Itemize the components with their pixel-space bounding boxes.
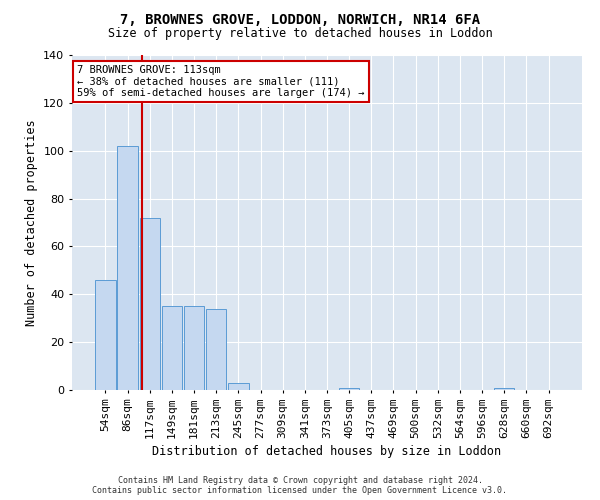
Bar	[161, 306, 182, 390]
Bar	[206, 308, 226, 390]
Text: 7, BROWNES GROVE, LODDON, NORWICH, NR14 6FA: 7, BROWNES GROVE, LODDON, NORWICH, NR14 …	[120, 12, 480, 26]
Text: Size of property relative to detached houses in Loddon: Size of property relative to detached ho…	[107, 28, 493, 40]
Bar	[494, 388, 514, 390]
Bar	[228, 383, 248, 390]
Text: Contains HM Land Registry data © Crown copyright and database right 2024.
Contai: Contains HM Land Registry data © Crown c…	[92, 476, 508, 495]
Bar	[118, 146, 138, 390]
Y-axis label: Number of detached properties: Number of detached properties	[25, 119, 38, 326]
Bar	[184, 306, 204, 390]
X-axis label: Distribution of detached houses by size in Loddon: Distribution of detached houses by size …	[152, 445, 502, 458]
Bar	[140, 218, 160, 390]
Bar	[95, 280, 116, 390]
Text: 7 BROWNES GROVE: 113sqm
← 38% of detached houses are smaller (111)
59% of semi-d: 7 BROWNES GROVE: 113sqm ← 38% of detache…	[77, 65, 365, 98]
Bar	[339, 388, 359, 390]
